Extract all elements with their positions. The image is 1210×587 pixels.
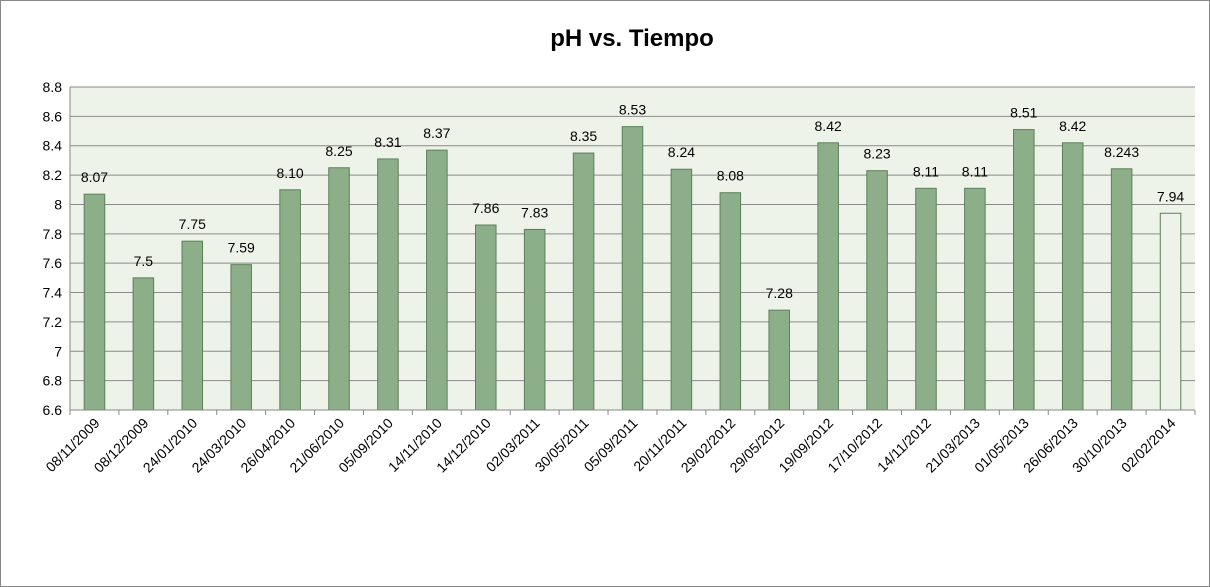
value-label: 8.42	[815, 118, 842, 134]
value-label: 8.10	[276, 165, 303, 181]
value-label: 8.243	[1104, 144, 1139, 160]
bar	[1061, 142, 1084, 411]
y-tick-label: 8.6	[43, 108, 63, 124]
value-label: 8.23	[863, 146, 890, 162]
value-label: 8.11	[962, 163, 988, 179]
y-tick-label: 8.2	[43, 167, 63, 183]
bar	[83, 193, 106, 411]
bar	[621, 126, 644, 411]
bar	[132, 277, 155, 411]
bar	[1159, 212, 1182, 411]
bar	[474, 224, 497, 411]
bar	[230, 264, 252, 411]
y-tick-label: 8	[54, 196, 62, 212]
bar	[964, 187, 986, 411]
bar	[377, 158, 399, 411]
value-label: 8.25	[325, 143, 352, 159]
y-tick-label: 7.8	[43, 226, 63, 242]
value-label: 8.51	[1010, 105, 1037, 121]
bar	[1013, 129, 1035, 411]
value-label: 8.11	[913, 163, 939, 179]
y-tick-label: 6.6	[43, 402, 63, 418]
value-label: 8.37	[423, 125, 450, 141]
y-tick-label: 7.6	[43, 255, 63, 271]
value-label: 7.5	[134, 253, 154, 269]
bar	[572, 152, 595, 411]
y-tick-label: 8.8	[43, 79, 63, 95]
y-tick-label: 7.2	[43, 314, 63, 330]
value-label: 8.07	[81, 169, 108, 185]
bar	[181, 240, 204, 411]
bar	[328, 167, 350, 411]
value-label: 7.94	[1157, 188, 1184, 204]
chart-title: pH vs. Tiempo	[550, 25, 714, 52]
bar	[523, 228, 546, 411]
bar	[817, 142, 839, 411]
bar	[670, 168, 693, 411]
bar	[426, 149, 448, 411]
value-label: 8.35	[570, 128, 597, 144]
value-label: 7.28	[766, 285, 793, 301]
value-label: 8.24	[668, 144, 695, 160]
y-tick-label: 7	[54, 343, 62, 359]
value-label: 7.75	[179, 216, 206, 232]
bar	[915, 187, 937, 411]
value-label: 7.86	[472, 200, 499, 216]
bar	[768, 309, 791, 411]
bar	[279, 189, 301, 411]
value-label: 8.08	[717, 168, 744, 184]
value-label: 7.59	[228, 240, 255, 256]
value-label: 8.53	[619, 102, 646, 118]
value-label: 7.83	[521, 204, 548, 220]
y-tick-label: 7.4	[43, 285, 63, 301]
bar	[1110, 168, 1133, 411]
y-tick-label: 8.4	[43, 138, 63, 154]
bar	[719, 192, 742, 411]
bar	[866, 170, 888, 411]
value-label: 8.31	[374, 134, 401, 150]
y-tick-label: 6.8	[43, 373, 63, 389]
value-label: 8.42	[1059, 118, 1086, 134]
